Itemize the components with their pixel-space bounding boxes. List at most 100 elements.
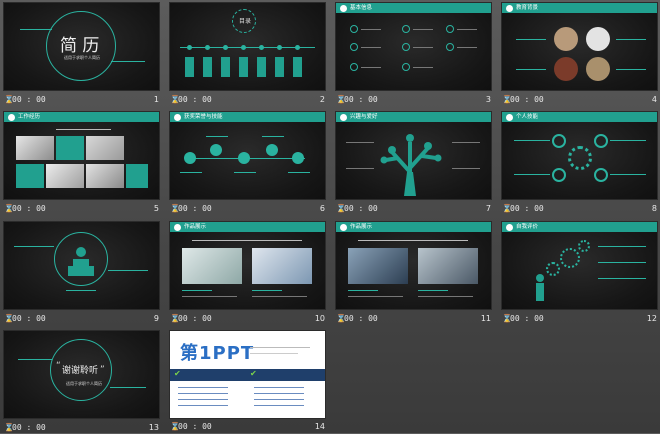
slide-header: 工作经历 [4,112,159,122]
slide-number: 3 [485,95,491,104]
user-icon [8,113,15,121]
slide-number: 12 [646,314,657,323]
slide-thumbnail-4[interactable]: 教育背景 [502,3,657,90]
slide-number: 6 [319,204,325,213]
slide-header-title: 作品展示 [184,224,207,230]
slide-number: 9 [153,314,159,323]
gear-icon [552,168,566,182]
slide-time: 00 : 00 [510,204,544,213]
user-icon [174,223,181,231]
slide-thumbnail-2[interactable]: 目录 [170,3,325,90]
hourglass-icon: ⌛ [4,204,14,213]
slide-thumbnail-14[interactable]: 第1PPT ✔ ✔ [170,331,325,418]
user-icon [340,113,347,121]
slide-thumbnail-12[interactable]: 自我评价 [502,222,657,309]
slide-header-title: 兴趣与爱好 [350,114,378,120]
slide-number: 7 [485,204,491,213]
slide-thumbnail-1[interactable]: 简 历 适用于求职个人简历 [4,3,159,90]
gear-icon [552,134,566,148]
timeline-line [180,47,315,48]
photo [418,248,478,284]
slide-footer-5: ⌛00 : 00 5 [4,203,159,215]
info-icon [446,25,454,33]
slide-title: 目录 [239,18,252,25]
slide-time: 00 : 00 [510,314,544,323]
slide-header-title: 个人技能 [516,114,539,120]
slide-header-title: 教育背景 [516,5,539,11]
slide-time: 00 : 00 [510,95,544,104]
hourglass-icon: ⌛ [170,314,180,323]
photo [554,57,578,81]
slide-thumbnail-9[interactable] [4,222,159,309]
photo [86,164,124,188]
info-icon [446,43,454,51]
hourglass-icon: ⌛ [336,314,346,323]
hourglass-icon: ⌛ [4,314,14,323]
slide-footer-11: ⌛00 : 00 11 [336,313,491,325]
hourglass-icon: ⌛ [170,422,180,431]
photo [86,136,124,160]
hourglass-icon: ⌛ [336,95,346,104]
slide-header-title: 作品展示 [350,224,373,230]
timeline-dot [259,45,264,50]
slide-thumbnail-3[interactable]: 基本信息 [336,3,491,90]
slide-thumbnail-5[interactable]: 工作经历 [4,112,159,199]
timeline-dot [205,45,210,50]
slide-thumbnail-8[interactable]: 个人技能 [502,112,657,199]
hourglass-icon: ⌛ [336,204,346,213]
hourglass-icon: ⌛ [502,314,512,323]
user-icon [506,113,513,121]
text-box [16,164,44,188]
slide-subtitle: 适用于求职个人简历 [64,55,100,60]
tree-icon [380,134,442,196]
slide-header-title: 基本信息 [350,5,373,11]
slide-header-title: 自我评价 [516,224,539,230]
text-box [56,136,84,160]
slide-number: 4 [651,95,657,104]
hourglass-icon: ⌛ [502,204,512,213]
gear-icon [560,248,580,268]
slide-time: 00 : 00 [344,204,378,213]
quote-close-icon: ” [100,365,105,375]
slide-header-title: 获奖荣誉与技能 [184,114,223,120]
deco-line [20,29,52,30]
award-icon [184,152,196,164]
gear-icon [232,9,256,33]
user-icon [506,223,513,231]
slide-header: 作品展示 [336,222,491,232]
slide-time: 00 : 00 [178,422,212,431]
slide-thumbnail-10[interactable]: 作品展示 [170,222,325,309]
slide-time: 00 : 00 [12,314,46,323]
timeline-dot [223,45,228,50]
trophy-icon [210,144,222,156]
slide-footer-2: ⌛00 : 00 2 [170,94,325,106]
deco-line [111,61,145,62]
slide-thumbnail-11[interactable]: 作品展示 [336,222,491,309]
slide-time: 00 : 00 [178,314,212,323]
slide-footer-1: ⌛00 : 00 1 [4,94,159,106]
check-icon: ✔ [250,369,257,378]
slide-header: 个人技能 [502,112,657,122]
hourglass-icon: ⌛ [4,423,14,432]
menu-tab [257,57,266,77]
title-circle [46,11,116,81]
slide-header: 作品展示 [170,222,325,232]
slide-number: 10 [314,314,325,323]
photo [586,27,610,51]
timeline-dot [241,45,246,50]
quote-open-icon: “ [56,361,61,371]
hourglass-icon: ⌛ [4,95,14,104]
logo-text: 第1PPT [180,343,255,364]
banner-bar [170,369,325,381]
slide-time: 00 : 00 [12,204,46,213]
slide-thumbnail-6[interactable]: 获奖荣誉与技能 [170,112,325,199]
slide-thumbnail-7[interactable]: 兴趣与爱好 [336,112,491,199]
user-icon [340,4,347,12]
photo [46,164,84,188]
slide-time: 00 : 00 [344,314,378,323]
info-icon [402,25,410,33]
timeline-dot [277,45,282,50]
thinking-person-icon [536,274,544,301]
user-icon [506,4,513,12]
slide-thumbnail-13[interactable]: “ 谢谢聆听 ” 适用于求职个人简历 [4,331,159,418]
